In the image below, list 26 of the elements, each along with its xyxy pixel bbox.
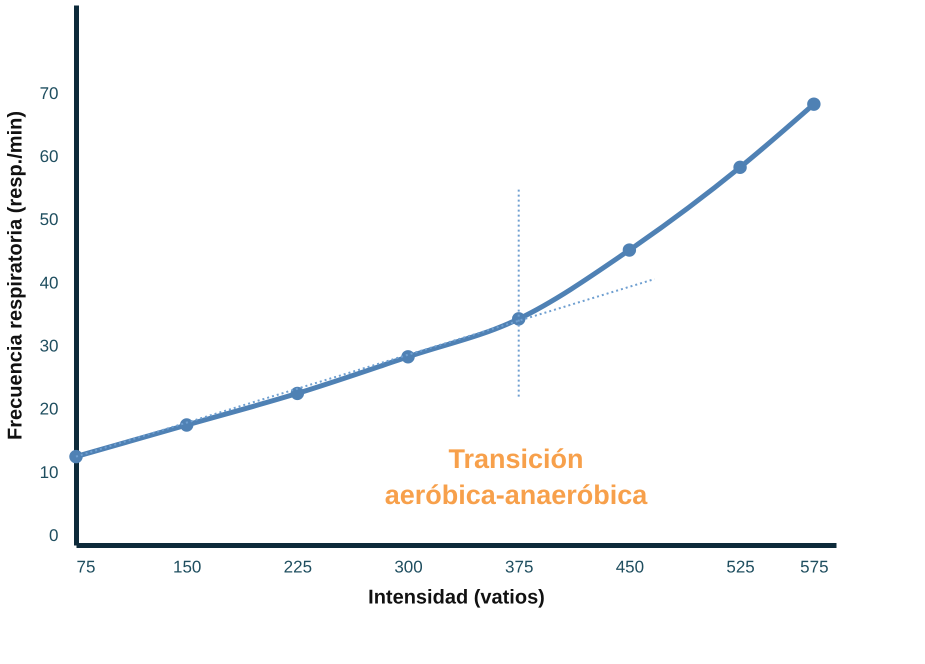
y-tick-label: 40: [40, 273, 58, 292]
y-tick-label: 20: [40, 400, 58, 419]
y-tick-label: 10: [40, 462, 58, 482]
annotation: Transición aeróbica-anaeróbica: [384, 444, 648, 510]
point: [807, 97, 821, 111]
y-tick-label: 50: [40, 210, 58, 230]
x-tick-label: 575: [800, 558, 829, 576]
x-tick-label: 75: [76, 558, 96, 576]
point: [733, 160, 747, 174]
y-axis-title: Frecuencia respiratoria (resp./min): [4, 110, 27, 440]
point: [180, 418, 194, 432]
x-tick-label: 525: [726, 558, 755, 576]
y-tick-label: 70: [40, 84, 58, 103]
y-tick-label: 60: [40, 147, 58, 166]
y-tick-label: 0: [49, 526, 58, 546]
point: [290, 386, 304, 400]
x-tick-label: 300: [394, 558, 423, 576]
x-tick-label: 225: [284, 558, 312, 576]
point: [69, 450, 83, 464]
point: [401, 350, 415, 364]
x-tick-label: 150: [172, 558, 202, 576]
x-tick-label: 375: [505, 558, 534, 576]
x-tick-label: 450: [616, 558, 644, 576]
x-axis-title: Intensidad (vatios): [368, 586, 545, 608]
y-tick-label: 30: [40, 336, 58, 356]
point: [622, 243, 636, 257]
